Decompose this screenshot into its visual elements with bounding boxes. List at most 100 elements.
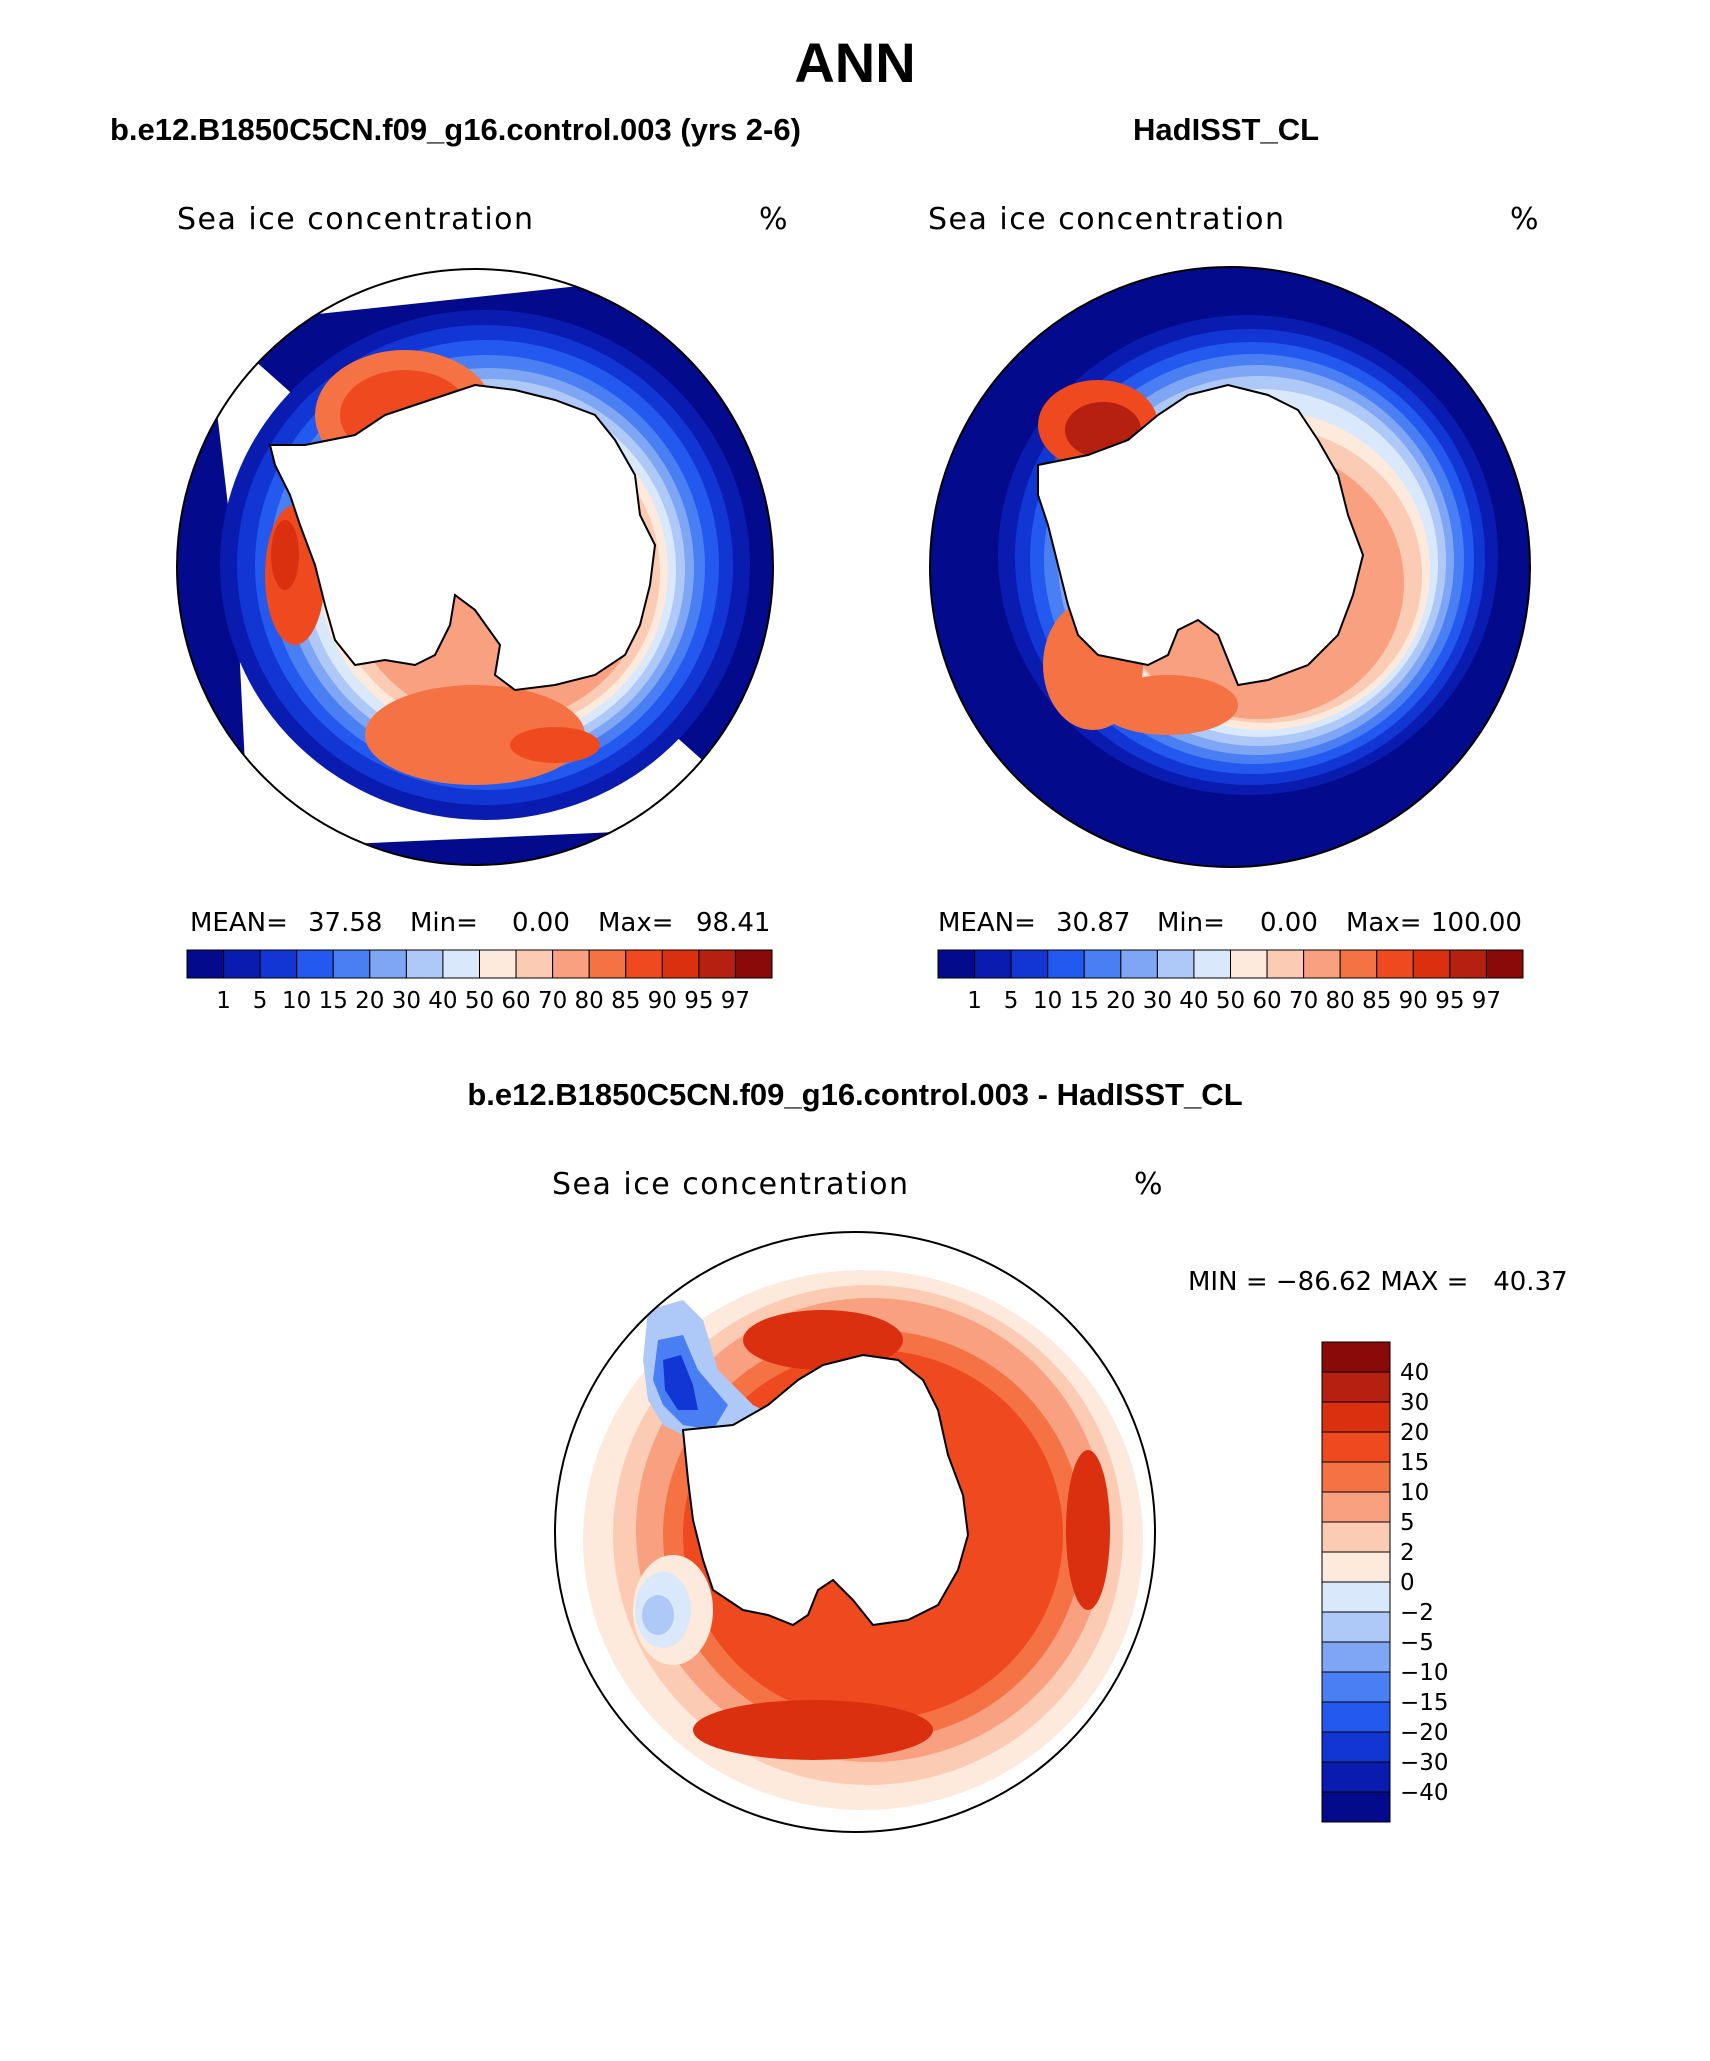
difference-colorbar-tick: −10 (1400, 1660, 1449, 1686)
difference-colorbar-swatch (1321, 1791, 1391, 1823)
obs-colorbar-tick: 95 (1435, 988, 1464, 1014)
obs-colorbar-tick: 80 (1326, 988, 1355, 1014)
obs-colorbar-swatch (1412, 949, 1451, 979)
model-colorbar-tick: 50 (465, 988, 494, 1014)
difference-colorbar-swatch (1321, 1461, 1391, 1493)
obs-colorbar-tick: 15 (1070, 988, 1099, 1014)
model-colorbar-swatch (442, 949, 480, 979)
difference-colorbar-tick: −2 (1400, 1600, 1434, 1626)
difference-colorbar-swatch (1321, 1641, 1391, 1673)
obs-colorbar-swatch (1230, 949, 1268, 979)
model-colorbar-tick: 15 (319, 988, 348, 1014)
difference-colorbar-tick: 30 (1400, 1390, 1429, 1416)
obs-colorbar-tick: 10 (1033, 988, 1062, 1014)
model-units-label: % (759, 202, 790, 237)
model-colorbar-tick: 10 (282, 988, 311, 1014)
obs-colorbar-tick: 30 (1143, 988, 1172, 1014)
difference-colorbar-swatch (1321, 1401, 1391, 1433)
obs-colorbar-tick: 5 (1004, 988, 1019, 1014)
difference-colorbar-tick: 2 (1400, 1540, 1415, 1566)
model-colorbar-swatch (479, 949, 517, 979)
obs-min-label: Min= (1157, 908, 1225, 938)
model-colorbar-swatch (332, 949, 371, 979)
difference-colorbar-tick: 20 (1400, 1420, 1429, 1446)
difference-colorbar-tick: −5 (1400, 1630, 1434, 1656)
obs-panel-header: HadISST_CL (1133, 112, 1320, 147)
difference-colorbar-tick: 10 (1400, 1480, 1429, 1506)
model-colorbar-tick: 60 (501, 988, 530, 1014)
obs-colorbar-swatch (1156, 949, 1195, 979)
obs-colorbar-swatch (1193, 949, 1231, 979)
model-mean-value: 37.58 (308, 908, 383, 938)
model-colorbar-swatch (625, 949, 663, 979)
difference-panel-header: b.e12.B1850C5CN.f09_g16.control.003 - Ha… (467, 1077, 1243, 1112)
obs-colorbar-swatch (937, 949, 976, 979)
difference-minmax-text: MIN = −86.62 MAX = 40.37 (1188, 1267, 1568, 1297)
difference-colorbar-tick: 0 (1400, 1570, 1415, 1596)
difference-variable-label: Sea ice concentration (552, 1167, 910, 1202)
model-colorbar-swatch (552, 949, 590, 979)
model-colorbar-tick: 30 (392, 988, 421, 1014)
obs-colorbar-tick: 1 (967, 988, 982, 1014)
model-colorbar-swatch (259, 949, 298, 979)
difference-polar-map (554, 1231, 1156, 1833)
difference-colorbar-swatch (1321, 1731, 1391, 1763)
model-polar-map (176, 268, 774, 866)
model-colorbar-swatch (369, 949, 407, 979)
model-colorbar-tick: 1 (216, 988, 231, 1014)
obs-mean-value: 30.87 (1056, 908, 1131, 938)
model-min-label: Min= (410, 908, 478, 938)
difference-colorbar-tick: 5 (1400, 1510, 1415, 1536)
obs-colorbar-swatch (1010, 949, 1049, 979)
obs-variable-label: Sea ice concentration (928, 202, 1286, 237)
obs-colorbar-swatch (1339, 949, 1378, 979)
model-colorbar-swatch (734, 949, 773, 979)
obs-units-label: % (1510, 202, 1541, 237)
obs-polar-map (929, 266, 1531, 868)
obs-min-value: 0.00 (1260, 908, 1318, 938)
model-colorbar-swatch (698, 949, 736, 979)
difference-colorbar-swatch (1321, 1611, 1391, 1643)
model-colorbar-tick: 90 (648, 988, 677, 1014)
model-colorbar-swatch (186, 949, 225, 979)
difference-colorbar-swatch (1321, 1761, 1391, 1793)
obs-colorbar-swatch (1303, 949, 1341, 979)
obs-colorbar-tick: 20 (1106, 988, 1135, 1014)
obs-colorbar-tick: 70 (1289, 988, 1318, 1014)
obs-colorbar-swatch (1083, 949, 1122, 979)
model-panel-header: b.e12.B1850C5CN.f09_g16.control.003 (yrs… (110, 112, 801, 147)
model-colorbar-tick: 70 (538, 988, 567, 1014)
model-colorbar-tick: 40 (428, 988, 457, 1014)
model-colorbar-swatch (661, 949, 700, 979)
obs-colorbar-swatch (1266, 949, 1305, 979)
difference-colorbar-swatch (1321, 1671, 1391, 1703)
model-variable-label: Sea ice concentration (177, 202, 535, 237)
model-colorbar-swatch (223, 949, 261, 979)
obs-colorbar-tick: 60 (1252, 988, 1281, 1014)
difference-colorbar-swatch (1321, 1341, 1391, 1373)
model-colorbar-tick: 97 (721, 988, 750, 1014)
model-colorbar-swatch (405, 949, 444, 979)
obs-colorbar-swatch (1120, 949, 1158, 979)
model-colorbar-swatch (588, 949, 627, 979)
obs-mean-label: MEAN= (938, 908, 1036, 938)
figure-title: ANN (794, 31, 916, 94)
difference-colorbar-tick: 40 (1400, 1360, 1429, 1386)
obs-colorbar-swatch (1376, 949, 1414, 979)
difference-colorbar-swatch (1321, 1701, 1391, 1733)
difference-colorbar-swatch (1321, 1491, 1391, 1523)
model-colorbar-tick: 85 (611, 988, 640, 1014)
model-min-value: 0.00 (512, 908, 570, 938)
obs-colorbar-tick: 85 (1362, 988, 1391, 1014)
difference-colorbar-tick: −15 (1400, 1690, 1449, 1716)
difference-colorbar-tick: −20 (1400, 1720, 1449, 1746)
difference-colorbar-tick: 15 (1400, 1450, 1429, 1476)
model-max-value: 98.41 (696, 908, 771, 938)
model-mean-label: MEAN= (190, 908, 288, 938)
obs-colorbar: 1 5 10 15 20 30 40 50 60 70 80 85 90 95 97 (937, 949, 1524, 1014)
difference-colorbar-tick: −30 (1400, 1750, 1449, 1776)
difference-colorbar-swatch (1321, 1371, 1391, 1403)
model-max-label: Max= (598, 908, 674, 938)
obs-colorbar-swatch (974, 949, 1012, 979)
model-colorbar: 1 5 10 15 20 30 40 50 60 70 80 85 90 95 97 (186, 949, 773, 1014)
